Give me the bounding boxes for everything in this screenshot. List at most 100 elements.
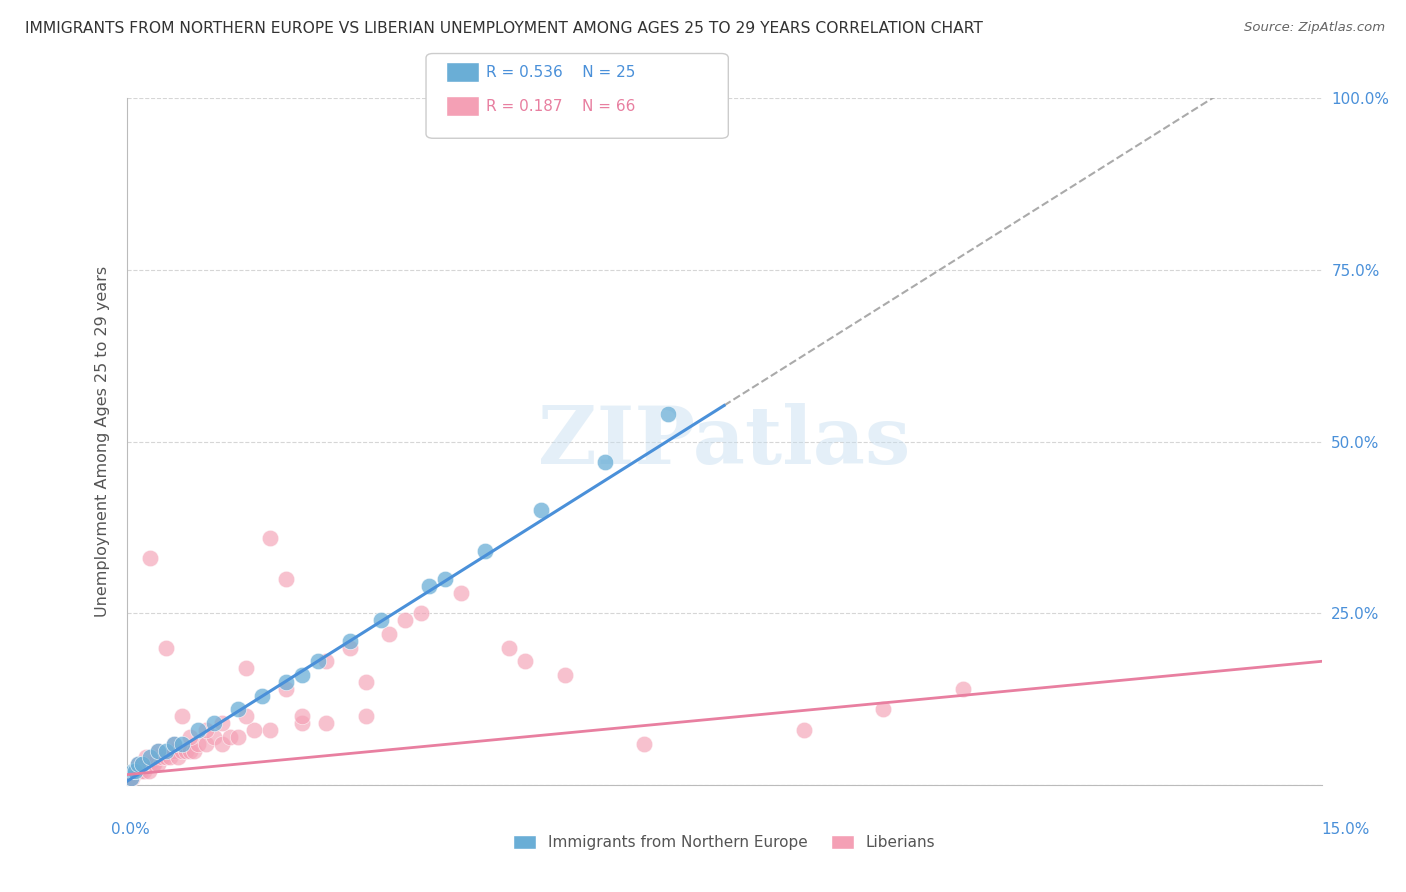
Point	[152, 750, 174, 764]
Point	[124, 764, 146, 779]
Point	[307, 654, 329, 668]
Point	[274, 674, 297, 689]
Point	[235, 709, 257, 723]
Point	[172, 744, 194, 758]
Point	[226, 702, 249, 716]
Point	[142, 757, 165, 772]
Text: 15.0%: 15.0%	[1322, 822, 1369, 837]
Point	[394, 613, 416, 627]
Point	[793, 723, 815, 737]
Point	[127, 757, 149, 772]
Point	[450, 585, 472, 599]
Point	[167, 750, 190, 764]
Point	[125, 764, 148, 779]
Point	[135, 750, 157, 764]
Point	[259, 723, 281, 737]
Legend: Immigrants from Northern Europe, Liberians: Immigrants from Northern Europe, Liberia…	[506, 829, 942, 856]
Text: ZIPatlas: ZIPatlas	[538, 402, 910, 481]
Point	[139, 750, 162, 764]
Point	[315, 716, 337, 731]
Point	[211, 716, 233, 731]
Point	[219, 730, 242, 744]
Text: 0.0%: 0.0%	[111, 822, 150, 837]
Point	[135, 757, 157, 772]
Point	[243, 723, 266, 737]
Point	[122, 764, 145, 779]
Point	[132, 764, 155, 779]
Point	[378, 627, 401, 641]
Point	[554, 668, 576, 682]
Point	[187, 723, 209, 737]
Point	[593, 455, 616, 469]
Point	[339, 640, 361, 655]
Point	[163, 737, 186, 751]
Point	[183, 744, 205, 758]
Point	[274, 681, 297, 696]
Point	[291, 716, 314, 731]
Point	[872, 702, 894, 716]
Point	[291, 709, 314, 723]
Point	[354, 674, 377, 689]
Point	[274, 572, 297, 586]
Point	[148, 757, 170, 772]
Point	[148, 744, 170, 758]
Point	[226, 730, 249, 744]
Point	[418, 579, 440, 593]
Point	[498, 640, 520, 655]
Point	[124, 764, 146, 779]
Point	[139, 757, 162, 772]
Point	[354, 709, 377, 723]
Point	[163, 744, 186, 758]
Point	[127, 764, 149, 779]
Point	[174, 744, 197, 758]
Point	[129, 764, 152, 779]
Y-axis label: Unemployment Among Ages 25 to 29 years: Unemployment Among Ages 25 to 29 years	[94, 266, 110, 617]
Point	[155, 750, 177, 764]
Point	[513, 654, 536, 668]
Point	[120, 771, 142, 785]
Point	[195, 723, 218, 737]
Point	[179, 730, 201, 744]
Point	[121, 771, 143, 785]
Point	[146, 750, 169, 764]
Point	[235, 661, 257, 675]
Text: Source: ZipAtlas.com: Source: ZipAtlas.com	[1244, 21, 1385, 34]
Point	[633, 737, 655, 751]
Point	[339, 633, 361, 648]
Point	[202, 730, 225, 744]
Text: R = 0.536    N = 25: R = 0.536 N = 25	[486, 65, 636, 79]
Point	[370, 613, 392, 627]
Point	[474, 544, 496, 558]
Point	[148, 744, 170, 758]
Point	[434, 572, 457, 586]
Point	[143, 757, 166, 772]
Point	[259, 531, 281, 545]
Point	[127, 757, 149, 772]
Point	[250, 689, 273, 703]
Point	[411, 607, 433, 621]
Text: IMMIGRANTS FROM NORTHERN EUROPE VS LIBERIAN UNEMPLOYMENT AMONG AGES 25 TO 29 YEA: IMMIGRANTS FROM NORTHERN EUROPE VS LIBER…	[25, 21, 983, 36]
Point	[139, 551, 162, 566]
Point	[179, 744, 201, 758]
Point	[952, 681, 974, 696]
Point	[131, 757, 153, 772]
Point	[195, 737, 218, 751]
Point	[159, 750, 181, 764]
Text: R = 0.187    N = 66: R = 0.187 N = 66	[486, 99, 636, 113]
Point	[163, 737, 186, 751]
Point	[155, 640, 177, 655]
Point	[657, 407, 679, 421]
Point	[120, 771, 142, 785]
Point	[187, 737, 209, 751]
Point	[211, 737, 233, 751]
Point	[131, 757, 153, 772]
Point	[138, 764, 160, 779]
Point	[172, 709, 194, 723]
Point	[202, 716, 225, 731]
Point	[291, 668, 314, 682]
Point	[117, 771, 139, 785]
Point	[315, 654, 337, 668]
Point	[530, 503, 553, 517]
Point	[155, 744, 177, 758]
Point	[172, 737, 194, 751]
